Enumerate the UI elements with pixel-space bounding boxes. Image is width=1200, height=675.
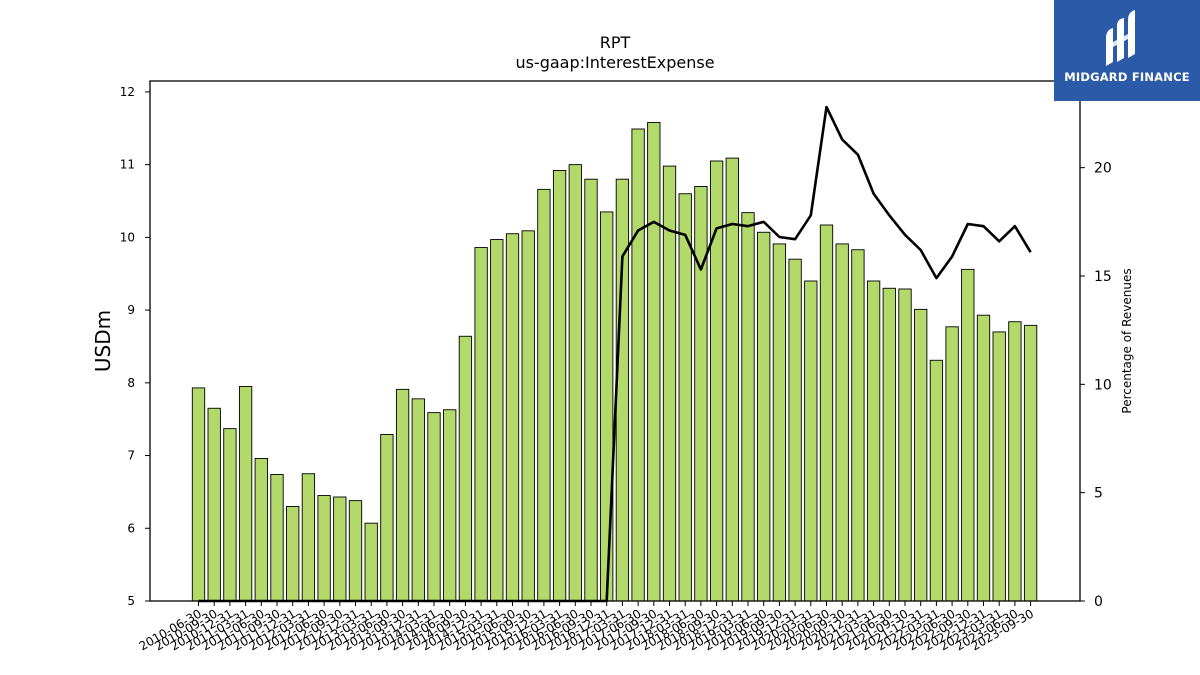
bar [223,428,237,602]
y-axis-left: 5 6 7 8 9 10 11 12 [120,85,150,608]
bar [851,249,865,602]
plot-frame [149,80,1081,602]
bar [207,407,221,602]
bars-layer [191,121,1038,602]
bar [443,409,457,602]
bar [631,128,645,602]
y-tick-label-left: 5 [127,594,135,608]
y-tick-label-left: 10 [120,230,135,244]
bar [600,211,614,602]
bar [191,387,206,602]
y-axis-label-left: USDm [91,310,115,372]
x-axis: 2010-06-302010-09-302010-12-312011-03-31… [137,601,1036,653]
bar [458,335,473,602]
bar [804,280,818,602]
bar [757,231,771,602]
bar [961,268,975,602]
y-tick-label-right: 5 [1094,486,1103,502]
bar [254,458,268,602]
chart-subtitle: us-gaap:InterestExpense [515,53,714,72]
bar [301,473,316,602]
y-tick-label-left: 9 [127,303,135,317]
y-tick-label-right: 0 [1094,594,1103,610]
bar [992,331,1006,602]
bar [1023,324,1038,602]
bar [694,185,708,602]
y-tick-label-left: 8 [127,376,135,390]
bar [898,288,912,602]
bar [647,121,661,602]
y-tick-label-left: 11 [120,158,135,172]
bar [945,326,959,602]
bar [348,500,363,602]
logo-text: MIDGARD FINANCE [1064,70,1190,84]
bar [772,243,787,602]
bar [411,398,425,602]
bar [976,314,991,602]
bar [584,178,598,602]
bar [490,239,504,602]
chart-title: RPT [600,33,631,52]
bar [395,388,410,602]
bar [819,224,834,602]
y-tick-label-right: 15 [1094,269,1112,285]
bar [364,522,378,602]
bar [552,169,567,602]
bar [615,178,630,602]
bar [929,359,944,602]
y-axis-right: 0 5 10 15 20 [1080,161,1112,610]
bar [678,193,692,602]
y-tick-label-right: 20 [1094,161,1112,177]
bar [866,280,881,602]
bar [521,230,535,602]
brand-logo: MIDGARD FINANCE [1054,0,1200,101]
bar [882,287,896,602]
y-axis-label-right: Percentage of Revenues [1120,268,1134,413]
bar [568,164,582,602]
bar [317,495,331,602]
bar [270,474,284,602]
bar [537,188,551,602]
bar [914,308,928,602]
y-tick-label-left: 7 [127,449,135,463]
bar [835,243,849,602]
bar [505,233,520,602]
bar [380,434,394,602]
bar [286,506,300,602]
bar [238,386,253,602]
bar [1008,321,1022,602]
y-tick-label-right: 10 [1094,377,1112,393]
midgard-logo-icon [1106,10,1135,66]
y-tick-label-left: 12 [120,85,135,99]
bar [427,412,441,602]
bar [333,496,347,602]
bar [788,258,802,602]
bar [741,212,755,602]
bar [474,247,488,602]
y-tick-label-left: 6 [127,521,135,535]
